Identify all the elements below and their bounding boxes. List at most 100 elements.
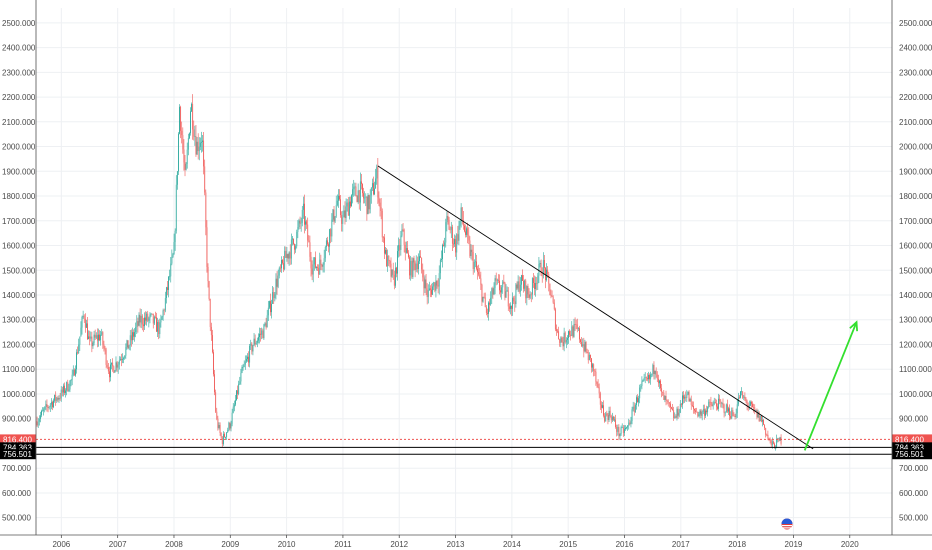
candle-body bbox=[213, 352, 214, 375]
candle-body bbox=[768, 438, 770, 440]
candle-body bbox=[504, 282, 506, 298]
candle-body bbox=[221, 437, 223, 444]
candle-body bbox=[772, 441, 774, 444]
candle-body bbox=[195, 136, 197, 155]
candle-body bbox=[737, 397, 739, 405]
candle-body bbox=[175, 184, 177, 231]
candle-body bbox=[169, 276, 171, 278]
candle-body bbox=[176, 171, 178, 185]
candle-body bbox=[339, 195, 340, 200]
candle-body bbox=[426, 288, 428, 298]
candle-body bbox=[299, 220, 301, 224]
candle-body bbox=[739, 397, 740, 399]
candle-body bbox=[529, 294, 531, 298]
candle-body bbox=[570, 334, 572, 336]
candle-body bbox=[125, 347, 127, 356]
candle-body bbox=[564, 332, 566, 343]
candle-body bbox=[45, 404, 47, 407]
candle-body bbox=[777, 438, 779, 439]
candle-body bbox=[691, 404, 693, 407]
candle-body bbox=[455, 239, 457, 253]
candlestick-series bbox=[36, 94, 782, 451]
candle-body bbox=[415, 263, 417, 270]
candle-body bbox=[779, 437, 781, 441]
candle-body bbox=[672, 408, 673, 411]
candle-body bbox=[753, 407, 755, 408]
candle-body bbox=[38, 419, 40, 422]
candle-body bbox=[327, 240, 328, 245]
annotations[interactable] bbox=[377, 165, 859, 451]
candle-body bbox=[83, 315, 85, 319]
candle-body bbox=[699, 410, 701, 415]
candle-body bbox=[377, 167, 379, 198]
candle-body bbox=[201, 141, 202, 143]
candle-body bbox=[141, 315, 143, 325]
y-tick-label-right: 1300.000 bbox=[899, 316, 932, 325]
candle-body bbox=[476, 261, 477, 269]
candle-body bbox=[523, 280, 524, 289]
candle-body bbox=[608, 410, 610, 421]
candle-body bbox=[336, 200, 338, 206]
candle-body bbox=[678, 412, 680, 416]
candle-body bbox=[72, 369, 74, 375]
candle-body bbox=[533, 278, 534, 283]
candle-body bbox=[48, 406, 50, 408]
y-tick-label-right: 900.000 bbox=[899, 415, 928, 424]
candle-body bbox=[82, 315, 84, 317]
candle-body bbox=[215, 392, 217, 412]
candle-body bbox=[390, 263, 392, 277]
candle-body bbox=[78, 344, 80, 354]
candle-body bbox=[618, 426, 620, 437]
y-tick-label-left: 2300.000 bbox=[2, 68, 36, 77]
candle-body bbox=[744, 396, 746, 399]
candle-body bbox=[350, 201, 351, 207]
candle-body bbox=[382, 237, 384, 238]
candle-body bbox=[762, 419, 763, 422]
candle-body bbox=[655, 370, 657, 375]
candle-body bbox=[218, 425, 220, 428]
candle-body bbox=[763, 419, 764, 425]
candle-body bbox=[55, 394, 57, 401]
candle-body bbox=[440, 258, 442, 260]
x-tick-label: 2017 bbox=[672, 540, 690, 549]
candle-body bbox=[728, 408, 729, 412]
candle-body bbox=[144, 317, 145, 327]
y-tick-label-right: 2400.000 bbox=[899, 44, 932, 53]
candle-body bbox=[568, 331, 569, 338]
y-tick-label-right: 2100.000 bbox=[899, 118, 932, 127]
candle-body bbox=[594, 370, 596, 372]
candle-body bbox=[80, 327, 82, 337]
candle-body bbox=[363, 193, 365, 199]
y-tick-label-right: 1900.000 bbox=[899, 167, 932, 176]
candle-body bbox=[208, 281, 210, 299]
candle-body bbox=[322, 264, 324, 267]
candle-body bbox=[58, 398, 60, 400]
candle-body bbox=[117, 364, 119, 368]
candle-body bbox=[362, 183, 363, 194]
candle-body bbox=[755, 409, 757, 411]
projection-arrow[interactable] bbox=[803, 321, 858, 451]
candle-body bbox=[147, 313, 149, 321]
candle-body bbox=[625, 428, 626, 430]
candle-body bbox=[357, 190, 359, 203]
candle-body bbox=[276, 278, 278, 287]
price-tag bbox=[0, 449, 36, 460]
candle-body bbox=[698, 414, 700, 416]
candle-body bbox=[520, 275, 522, 285]
candle-body bbox=[731, 410, 733, 419]
descending-trendline[interactable] bbox=[377, 165, 814, 450]
candle-body bbox=[631, 409, 633, 422]
candle-body bbox=[91, 336, 93, 347]
candle-body bbox=[474, 261, 476, 263]
candle-body bbox=[510, 305, 511, 309]
candle-body bbox=[220, 432, 222, 438]
candle-body bbox=[596, 381, 598, 384]
candle-body bbox=[468, 234, 470, 241]
candle-body bbox=[651, 373, 653, 375]
price-tag-label: 784.363 bbox=[3, 443, 32, 452]
candle-body bbox=[489, 302, 491, 305]
candle-body bbox=[765, 427, 767, 435]
y-tick-label-left: 700.000 bbox=[2, 464, 31, 473]
